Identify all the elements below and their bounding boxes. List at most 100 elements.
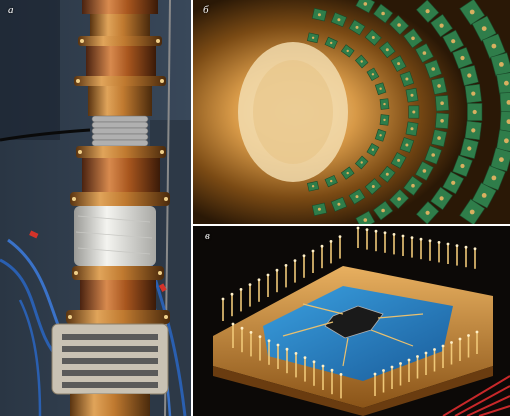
- pcb-connector: [439, 196, 444, 201]
- gold-pin-tip: [266, 273, 270, 277]
- panel-a-label: а: [8, 4, 14, 16]
- pcb-connector: [481, 193, 487, 198]
- gold-pin-tip: [392, 233, 396, 236]
- gold-pin-tip: [338, 235, 342, 238]
- gold-pin-tip: [464, 245, 468, 249]
- gold-pin-tip: [320, 244, 324, 248]
- gold-pin-tip: [399, 362, 402, 365]
- gold-pin-tip: [221, 297, 225, 301]
- gold-pin-tip: [231, 322, 235, 326]
- gold-pin-tip: [257, 278, 261, 282]
- gold-pin-tip: [285, 347, 289, 351]
- gold-pin-tip: [248, 283, 252, 286]
- pcb-connector: [422, 51, 427, 55]
- gold-pin-tip: [419, 237, 423, 241]
- pcb-connector: [363, 2, 368, 6]
- gold-pin-tip: [284, 264, 288, 267]
- pcb-connector: [397, 197, 401, 201]
- gold-pin-tip: [390, 365, 394, 369]
- panel-c-label: в: [205, 230, 210, 242]
- gold-pin-tip: [473, 247, 477, 251]
- pcb-connector: [330, 179, 333, 183]
- gold-pin-tip: [433, 348, 436, 351]
- pcb-connector: [381, 11, 385, 16]
- pcb-connector: [471, 91, 476, 96]
- gold-pin-tip: [329, 240, 333, 243]
- gold-pin-tip: [239, 288, 243, 291]
- pcb-connector: [460, 55, 465, 61]
- pcb-connector: [431, 153, 435, 157]
- gold-pin-tip: [356, 226, 360, 230]
- panel-b-label: б: [203, 4, 209, 16]
- pcb-connector: [311, 36, 315, 39]
- gold-pin-tip: [407, 358, 411, 362]
- pcb-connector: [330, 41, 333, 45]
- pcb-connector: [371, 73, 375, 76]
- pcb-connector: [412, 110, 416, 114]
- pcb-connector: [355, 195, 359, 199]
- gold-pin-tip: [240, 326, 244, 330]
- pcb-connector: [311, 185, 315, 188]
- gold-pin-tip: [275, 268, 279, 272]
- pcb-connector: [504, 80, 509, 86]
- pcb-connector: [397, 62, 401, 66]
- pcb-connector: [317, 13, 321, 17]
- gold-pin-tip: [330, 368, 334, 372]
- pcb-connector: [425, 210, 430, 215]
- pcb-connector: [346, 171, 349, 175]
- pcb-connector: [411, 36, 415, 41]
- pcb-connector: [499, 62, 504, 67]
- pcb-connector: [379, 87, 382, 90]
- gold-pin-tip: [312, 360, 316, 364]
- gold-pin-tip: [446, 242, 450, 246]
- gold-pin-tip: [374, 229, 378, 233]
- pcb-connector: [317, 207, 321, 211]
- pcb-board-rings: [306, 0, 510, 224]
- pcb-connector: [467, 146, 472, 151]
- pcb-connector: [499, 157, 504, 163]
- pcb-connector: [410, 93, 414, 97]
- pcb-connector: [397, 23, 401, 27]
- pcb-connector: [437, 84, 441, 88]
- pcb-connector: [504, 138, 509, 144]
- pcb-connector: [397, 158, 401, 162]
- pcb-connector: [437, 136, 441, 140]
- pcb-connector: [411, 183, 415, 188]
- pcb-connector: [371, 185, 375, 188]
- pcb-connector: [481, 26, 487, 31]
- gold-pin-tip: [365, 228, 369, 231]
- gold-pin-tip: [424, 351, 428, 355]
- pcb-connector: [491, 175, 497, 181]
- panel-a-cryostat-photo: а: [0, 0, 191, 416]
- gold-pin-tip: [294, 352, 298, 355]
- gold-pin-tip: [267, 339, 271, 343]
- gold-pin-tip: [249, 331, 253, 334]
- chip-holder-illustration: [193, 226, 510, 416]
- gold-pin-tip: [475, 330, 479, 334]
- gold-pin-tip: [401, 234, 405, 238]
- panel-c-chip-holder-photo: в: [193, 226, 510, 416]
- cryostat-illustration: [0, 0, 191, 416]
- panel-b-pcb-ring-photo: б: [193, 0, 510, 224]
- gold-pin-tip: [437, 241, 441, 244]
- gold-pin-tip: [416, 355, 419, 358]
- pcb-connector: [506, 100, 510, 105]
- pcb-connector: [506, 119, 510, 124]
- pcb-connector: [383, 118, 386, 122]
- pcb-connector: [383, 102, 386, 106]
- gold-pin-tip: [321, 364, 325, 368]
- gold-pin-tip: [410, 236, 414, 239]
- pcb-connector: [440, 119, 444, 123]
- gold-pin-tip: [293, 259, 297, 262]
- gold-pin-tip: [455, 244, 459, 247]
- pcb-connector: [371, 148, 375, 151]
- gold-pin-tip: [428, 239, 432, 243]
- pcb-connector: [363, 218, 368, 222]
- pcb-connector: [381, 208, 385, 213]
- gold-pin-tip: [339, 373, 343, 376]
- pcb-connector: [451, 39, 456, 44]
- gold-pin-tip: [382, 369, 385, 372]
- gold-pin-tip: [373, 372, 377, 376]
- pcb-connector: [379, 134, 382, 137]
- gold-pin-tip: [458, 337, 462, 341]
